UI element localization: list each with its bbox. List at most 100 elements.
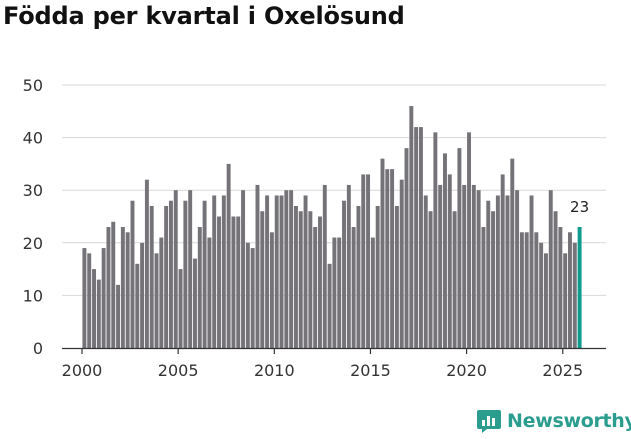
bar: [178, 269, 183, 348]
newsworthy-icon: [477, 410, 501, 433]
y-tick-label: 20: [23, 234, 43, 253]
bar: [495, 195, 500, 348]
bar: [423, 195, 428, 348]
bar: [284, 190, 289, 348]
x-tick-label: 2010: [254, 361, 295, 380]
bar: [457, 148, 462, 348]
bar: [173, 190, 178, 348]
bar: [553, 211, 558, 348]
bar: [327, 263, 332, 348]
bar: [265, 195, 270, 348]
bar: [188, 190, 193, 348]
bar: [318, 216, 322, 348]
bar: [342, 200, 346, 348]
bar: [197, 227, 202, 348]
bar: [279, 195, 284, 348]
bar: [168, 200, 173, 348]
x-tick-label: 2015: [350, 361, 391, 380]
bar: [82, 248, 87, 348]
bar: [120, 227, 125, 348]
bar: [111, 221, 116, 348]
bar: [558, 227, 563, 348]
bar: [476, 190, 481, 348]
bar: [563, 253, 568, 348]
bar: [241, 190, 246, 348]
bar: [356, 205, 361, 348]
bar: [303, 195, 308, 348]
bar: [447, 174, 452, 348]
bar: [92, 269, 96, 348]
bar: [491, 211, 496, 348]
bar: [418, 127, 423, 348]
bar: [361, 174, 366, 348]
bar: [572, 242, 577, 348]
bar: [293, 205, 298, 348]
bar: [313, 227, 318, 348]
bar: [346, 184, 351, 348]
brand-name: Newsworthy: [507, 410, 631, 432]
bar: [274, 195, 279, 348]
newsworthy-logo[interactable]: Newsworthy: [476, 408, 631, 434]
bar: [87, 253, 92, 348]
last-value-label: 23: [570, 198, 589, 216]
bar: [125, 232, 130, 348]
bar: [322, 184, 327, 348]
bar: [289, 190, 294, 348]
bar: [548, 190, 553, 348]
bar: [443, 153, 447, 348]
bar: [375, 205, 380, 348]
bar: [250, 248, 255, 348]
bar: [159, 237, 164, 348]
bars: [82, 106, 582, 348]
bar: [568, 232, 572, 348]
bar: [539, 242, 544, 348]
y-tick-label: 50: [23, 76, 43, 95]
bar: [260, 211, 265, 348]
bar: [380, 158, 385, 348]
bar: [226, 163, 231, 348]
bar-highlight: [577, 227, 582, 348]
y-tick-label: 0: [33, 339, 43, 358]
bar: [183, 200, 188, 348]
bar: [515, 190, 520, 348]
y-tick-label: 10: [23, 286, 43, 305]
annotations: 23: [570, 198, 589, 216]
chart-title: Födda per kvartal i Oxelösund: [3, 2, 405, 30]
bar: [471, 184, 476, 348]
bar: [106, 227, 111, 348]
x-tick-label: 2020: [446, 361, 487, 380]
bar: [144, 179, 149, 348]
bar: [452, 211, 457, 348]
bar: [193, 258, 197, 348]
bar: [510, 158, 515, 348]
bar: [394, 205, 399, 348]
y-tick-label: 30: [23, 181, 43, 200]
bar: [486, 200, 491, 348]
bar: [140, 242, 145, 348]
bar: [332, 237, 337, 348]
bar: [154, 253, 159, 348]
bar: [245, 242, 250, 348]
x-tick-label: 2025: [542, 361, 583, 380]
bar: [217, 216, 221, 348]
bar: [236, 216, 241, 348]
bar: [149, 205, 154, 348]
bar: [255, 184, 260, 348]
bar: [481, 227, 486, 348]
bar: [337, 237, 342, 348]
bar: [414, 127, 419, 348]
bar: [385, 169, 390, 348]
bar: [428, 211, 433, 348]
bar: [231, 216, 236, 348]
y-axis-tick-labels: 0 10 20 30 40 50: [23, 76, 43, 358]
bar: [207, 237, 212, 348]
x-axis: [62, 347, 606, 354]
bar: [529, 195, 534, 348]
bar: [399, 179, 404, 348]
x-tick-label: 2000: [62, 361, 103, 380]
bar: [130, 200, 135, 348]
bar: [433, 132, 438, 348]
bar: [135, 263, 140, 348]
bar: [308, 211, 313, 348]
